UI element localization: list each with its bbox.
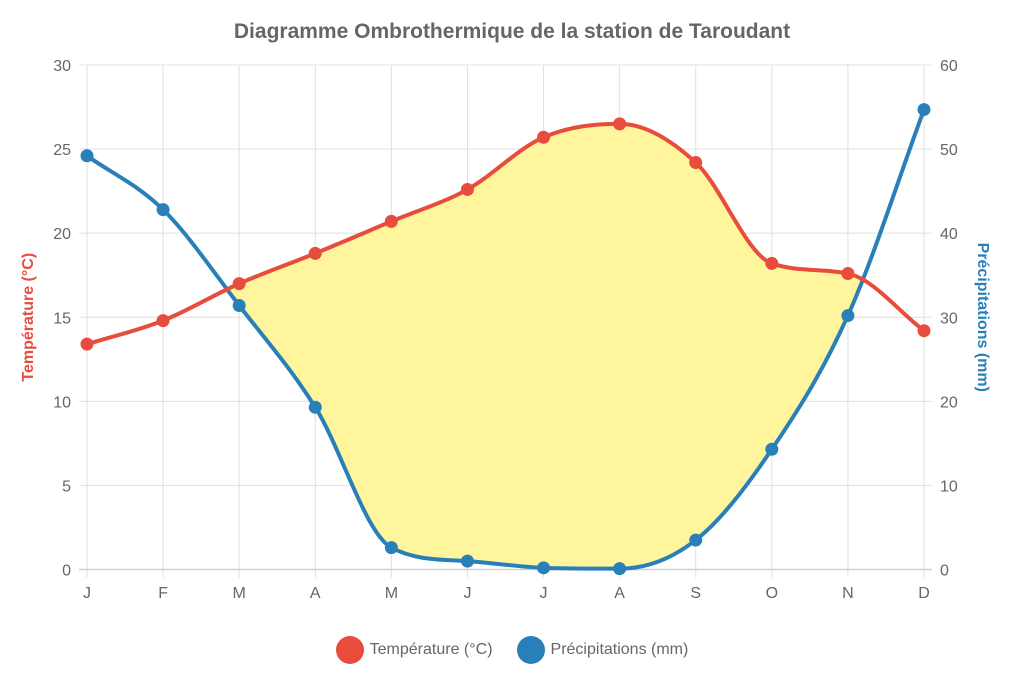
precipitation-point[interactable] <box>689 533 703 547</box>
temperature-point[interactable] <box>308 246 322 260</box>
temperature-point[interactable] <box>537 130 551 144</box>
temperature-point[interactable] <box>80 337 94 351</box>
temperature-swatch-icon <box>335 636 364 664</box>
temperature-point[interactable] <box>232 277 246 291</box>
svg-text:10: 10 <box>940 478 958 495</box>
precipitation-point[interactable] <box>156 203 170 217</box>
y-axis-left-title: Température (°C) <box>20 253 37 382</box>
temperature-point[interactable] <box>765 256 779 270</box>
temperature-point[interactable] <box>460 182 474 196</box>
precipitation-point[interactable] <box>384 541 398 555</box>
svg-text:30: 30 <box>53 58 71 75</box>
precipitation-point[interactable] <box>460 554 474 568</box>
precipitation-point[interactable] <box>841 309 855 323</box>
legend-item-temperature[interactable]: Température (°C) <box>335 636 493 664</box>
temperature-point[interactable] <box>841 267 855 281</box>
svg-text:F: F <box>158 585 168 602</box>
precipitation-series <box>80 103 931 576</box>
svg-text:M: M <box>233 585 246 602</box>
svg-text:5: 5 <box>62 478 71 495</box>
legend-label-temperature: Température (°C) <box>369 641 493 658</box>
svg-text:A: A <box>614 585 625 602</box>
svg-text:30: 30 <box>940 310 958 327</box>
legend-item-precipitation[interactable]: Précipitations (mm) <box>516 636 689 664</box>
svg-text:10: 10 <box>53 394 71 411</box>
svg-text:M: M <box>385 585 398 602</box>
svg-text:15: 15 <box>53 310 71 327</box>
precipitation-swatch-icon <box>516 636 545 664</box>
chart-title: Diagramme Ombrothermique de la station d… <box>233 20 791 43</box>
y-axis-right-ticks: 0 10 20 30 40 50 60 <box>940 58 958 580</box>
temperature-point[interactable] <box>917 324 931 338</box>
precipitation-point[interactable] <box>613 562 627 576</box>
svg-text:J: J <box>83 585 91 602</box>
svg-text:A: A <box>310 585 321 602</box>
precipitation-point[interactable] <box>232 298 246 312</box>
precipitation-point[interactable] <box>765 442 779 456</box>
temperature-point[interactable] <box>156 314 170 328</box>
y-axis-right-title: Précipitations (mm) <box>974 243 991 392</box>
precipitation-point[interactable] <box>917 103 931 117</box>
svg-text:D: D <box>918 585 930 602</box>
svg-text:0: 0 <box>62 563 71 580</box>
svg-text:40: 40 <box>940 226 958 243</box>
svg-text:J: J <box>540 585 548 602</box>
svg-text:60: 60 <box>940 58 958 75</box>
precipitation-point[interactable] <box>80 149 94 163</box>
svg-text:25: 25 <box>53 142 71 159</box>
legend-label-precipitation: Précipitations (mm) <box>550 641 689 658</box>
series-lines <box>80 103 931 576</box>
temperature-point[interactable] <box>613 117 627 131</box>
y-axis-left-ticks: 0 5 10 15 20 25 30 <box>53 58 71 580</box>
svg-text:S: S <box>690 585 701 602</box>
svg-text:20: 20 <box>940 394 958 411</box>
svg-text:J: J <box>463 585 471 602</box>
temperature-series <box>80 117 931 351</box>
svg-text:N: N <box>842 585 854 602</box>
svg-text:50: 50 <box>940 142 958 159</box>
legend: Température (°C) Précipitations (mm) <box>0 636 1024 664</box>
svg-text:20: 20 <box>53 226 71 243</box>
temperature-point[interactable] <box>384 214 398 228</box>
temperature-point[interactable] <box>689 156 703 170</box>
svg-text:O: O <box>766 585 778 602</box>
precipitation-point[interactable] <box>308 400 322 414</box>
precipitation-point[interactable] <box>537 561 551 575</box>
svg-text:0: 0 <box>940 563 949 580</box>
